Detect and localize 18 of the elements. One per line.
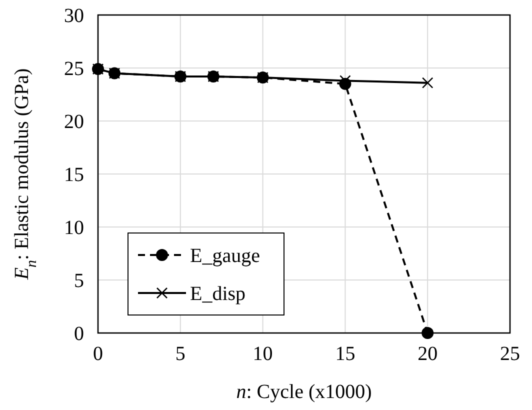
point [422, 77, 434, 88]
x-tick-label: 10 [252, 343, 273, 365]
x-tick-label: 20 [418, 343, 438, 365]
x-tick-label: 0 [93, 343, 103, 365]
legend-label: E_disp [190, 283, 246, 305]
y-tick-label: 25 [64, 58, 84, 80]
x-tick-label: 5 [175, 343, 186, 365]
y-tick-label: 15 [64, 164, 84, 186]
y-tick-label: 20 [64, 111, 84, 133]
y-tick-label: 10 [64, 217, 84, 239]
point [422, 327, 434, 339]
x-tick-label: 15 [335, 343, 356, 365]
y-tick-label: 30 [64, 5, 84, 27]
y-tick-label: 0 [74, 323, 84, 345]
x-tick-label: 25 [500, 343, 520, 365]
x-axis-title: n: Cycle (x1000) [236, 381, 372, 403]
legend-label: E_gauge [190, 245, 260, 267]
y-tick-label: 5 [74, 270, 84, 292]
